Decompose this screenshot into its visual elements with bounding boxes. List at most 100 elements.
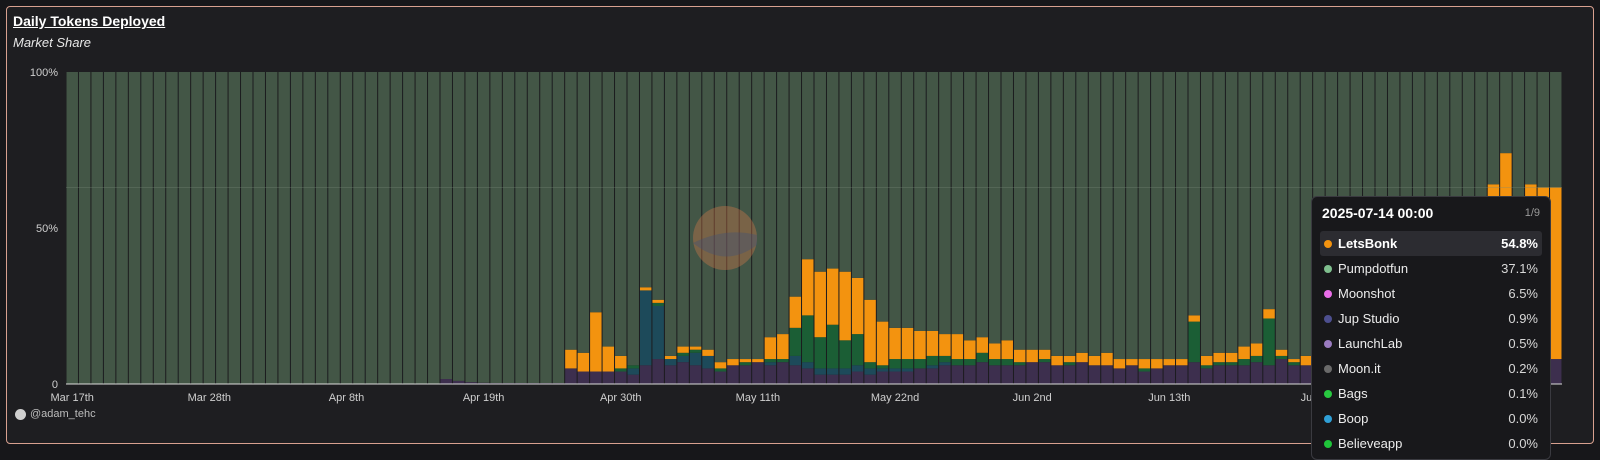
bar-segment-green — [1001, 359, 1013, 366]
tooltip-series-name: Boop — [1338, 411, 1369, 426]
tooltip-row: Bags 0.1% — [1320, 381, 1542, 406]
bar-segment-green — [714, 368, 727, 372]
bar-segment-green — [789, 327, 802, 356]
bar-segment-pumpdotfun — [303, 72, 315, 384]
bar-segment-letsbonk — [814, 271, 826, 338]
bar-segment-pumpdotfun — [976, 72, 989, 338]
bar-segment-letsbonk — [802, 259, 814, 316]
bar-segment-letsbonk — [1550, 187, 1562, 360]
bar-segment-pumpdotfun — [802, 72, 814, 260]
bar-segment-pumpdotfun — [490, 72, 502, 384]
bar-segment-pumpdotfun — [1101, 72, 1113, 353]
bar-segment-base — [1275, 359, 1288, 384]
bar-segment-green — [851, 334, 864, 366]
bar-segment-letsbonk — [1026, 349, 1038, 363]
bar-segment-green — [839, 340, 851, 369]
bar-segment-letsbonk — [727, 359, 739, 366]
bar-segment-pumpdotfun — [1537, 72, 1550, 188]
tooltip-page-indicator[interactable]: 1/9 — [1524, 207, 1540, 219]
bar-segment-teal — [702, 355, 714, 369]
bar-segment-base — [814, 374, 826, 384]
tooltip-series-name: Moon.it — [1338, 361, 1381, 376]
bar-segment-pumpdotfun — [814, 72, 826, 272]
bar-segment-green — [976, 352, 989, 363]
bar-segment-green — [926, 355, 939, 366]
bar-segment-base — [789, 365, 802, 384]
chart-subtitle: Market Share — [13, 35, 92, 50]
bar-segment-pumpdotfun — [265, 72, 278, 384]
bar-segment-base — [889, 371, 901, 384]
bar-segment-letsbonk — [864, 299, 876, 363]
bar-segment-pumpdotfun — [1213, 72, 1225, 353]
bar-segment-letsbonk — [1188, 315, 1200, 322]
bar-segment-letsbonk — [664, 355, 677, 360]
bar-segment-green — [764, 359, 777, 363]
bar-segment-pumpdotfun — [926, 72, 939, 331]
bar-segment-green — [739, 362, 752, 366]
bar-segment-green — [1213, 362, 1225, 366]
bar-segment-pumpdotfun — [1013, 72, 1026, 350]
bar-segment-pumpdotfun — [839, 72, 851, 272]
bar-segment-letsbonk — [901, 327, 914, 360]
bar-segment-pumpdotfun — [565, 72, 577, 350]
bar-segment-green — [1013, 362, 1026, 366]
bar-segment-base — [1176, 365, 1188, 384]
bar-segment-green — [876, 365, 889, 369]
x-tick-label: Jun 13th — [1148, 392, 1190, 404]
author-credit[interactable]: @adam_tehc — [15, 408, 96, 420]
bar-segment-pumpdotfun — [1176, 72, 1188, 360]
bar-segment-pumpdotfun — [1051, 72, 1063, 356]
x-tick-label: Jun 2nd — [1013, 392, 1052, 404]
bar-segment-letsbonk — [714, 362, 727, 369]
bar-segment-base — [876, 371, 889, 384]
bar-segment-pumpdotfun — [66, 72, 78, 384]
bar-segment-teal — [652, 306, 664, 360]
avatar-icon — [15, 408, 26, 420]
watermark-wave-icon — [693, 232, 757, 257]
bar-segment-green — [1275, 355, 1288, 360]
bar-segment-pumpdotfun — [864, 72, 876, 300]
bar-segment-pumpdotfun — [777, 72, 789, 335]
bar-segment-pumpdotfun — [914, 72, 926, 331]
bar-segment-letsbonk — [1263, 309, 1275, 319]
bar-segment-letsbonk — [839, 271, 851, 341]
bar-segment-pumpdotfun — [103, 72, 116, 384]
bar-segment-letsbonk — [1288, 359, 1300, 363]
bar-segment-base — [627, 374, 639, 384]
bar-segment-pumpdotfun — [1512, 72, 1525, 232]
series-dot-icon — [1324, 439, 1332, 448]
bar-segment-teal — [764, 362, 777, 366]
bar-segment-base — [851, 371, 864, 384]
bar-segment-base — [1076, 362, 1088, 384]
bar-segment-base — [1250, 362, 1263, 384]
chart-tooltip: 2025-07-14 00:00 1/9 LetsBonk 54.8% Pumpdo… — [1311, 196, 1551, 460]
bar-segment-teal — [814, 368, 826, 375]
bar-segment-pumpdotfun — [552, 72, 565, 384]
bar-segment-pumpdotfun — [540, 72, 552, 384]
bar-segment-pumpdotfun — [191, 72, 203, 384]
bar-segment-base — [477, 382, 490, 384]
tooltip-date: 2025-07-14 00:00 — [1322, 205, 1434, 221]
bar-segment-green — [689, 349, 702, 353]
bar-segment-letsbonk — [876, 321, 889, 366]
bar-segment-base — [577, 371, 590, 384]
tooltip-series-name: Believeapp — [1338, 436, 1403, 451]
bar-segment-pumpdotfun — [652, 72, 664, 300]
bar-segment-pumpdotfun — [515, 72, 527, 384]
chart-title[interactable]: Daily Tokens Deployed — [13, 13, 166, 29]
bar-segment-letsbonk — [964, 340, 976, 360]
x-tick-label: Ju — [1301, 392, 1313, 404]
bar-segment-letsbonk — [639, 287, 652, 291]
bar-segment-green — [1038, 359, 1051, 363]
bar-segment-letsbonk — [1176, 359, 1188, 366]
bar-segment-pumpdotfun — [1525, 72, 1537, 185]
bar-segment-pumpdotfun — [241, 72, 253, 384]
bar-segment-green — [914, 359, 926, 369]
bar-segment-pumpdotfun — [365, 72, 378, 384]
bar-segment-green — [864, 362, 876, 369]
bar-segment-letsbonk — [976, 337, 989, 353]
bar-segment-green — [615, 368, 627, 372]
bar-segment-pumpdotfun — [901, 72, 914, 328]
bar-segment-base — [677, 362, 689, 384]
bar-segment-pumpdotfun — [739, 72, 752, 360]
